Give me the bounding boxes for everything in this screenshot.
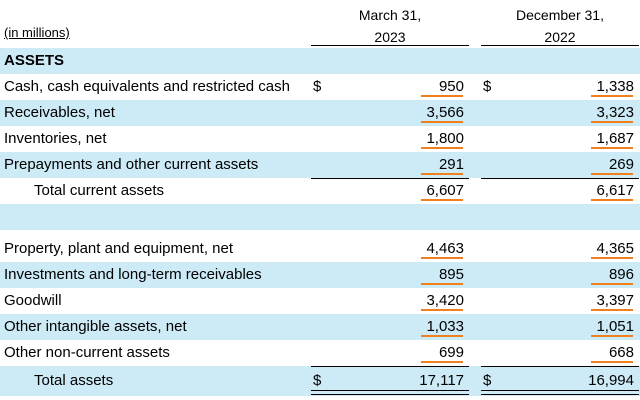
value-december-2022: 1,687 — [596, 130, 634, 147]
value-underline — [421, 283, 463, 285]
spacer-row — [0, 204, 640, 230]
row-label: Other intangible assets, net — [4, 318, 187, 335]
row-label: Property, plant and equipment, net — [4, 240, 234, 257]
column-header-line: 2022 — [544, 29, 576, 45]
section-title: ASSETS — [4, 52, 65, 69]
currency-symbol: $ — [483, 372, 492, 389]
currency-symbol: $ — [313, 78, 322, 95]
value-march-2023: 291 — [438, 156, 464, 173]
value-underline — [421, 173, 463, 175]
value-underline — [421, 147, 463, 149]
value-march-2023: 4,463 — [426, 240, 464, 257]
value-underline — [421, 309, 463, 311]
table-header: (in millions) March 31, 2023 December 31… — [0, 0, 640, 48]
row-label: Receivables, net — [4, 104, 115, 121]
row-label: Prepayments and other current assets — [4, 156, 259, 173]
table-row: Prepayments and other current assets 291… — [0, 152, 640, 178]
column-header-rule — [311, 45, 469, 46]
row-label: Total assets — [34, 372, 114, 389]
table-row: Other non-current assets 699 668 — [0, 340, 640, 366]
total-row: Total assets $ 17,117 $ 16,994 — [0, 366, 640, 396]
value-underline — [591, 199, 633, 201]
value-december-2022: 3,323 — [596, 104, 634, 121]
column-header-line: March 31, — [358, 7, 422, 23]
row-label: Inventories, net — [4, 130, 107, 147]
total-rule — [481, 366, 639, 367]
value-underline — [591, 257, 633, 259]
currency-symbol: $ — [483, 78, 492, 95]
double-underline — [481, 390, 639, 395]
row-label: Cash, cash equivalents and restricted ca… — [4, 78, 290, 95]
value-december-2022: 1,338 — [596, 78, 634, 95]
value-december-2022: 269 — [608, 156, 634, 173]
section-row: ASSETS — [0, 48, 640, 74]
value-underline — [421, 95, 463, 97]
table-row: Cash, cash equivalents and restricted ca… — [0, 74, 640, 100]
value-march-2023: 1,800 — [426, 130, 464, 147]
value-underline — [591, 361, 633, 363]
column-header-line: December 31, — [516, 7, 604, 23]
row-label: Goodwill — [4, 292, 62, 309]
table-row: Goodwill 3,420 3,397 — [0, 288, 640, 314]
column-header-december-2022: December 31, 2022 — [481, 4, 639, 48]
value-underline — [591, 95, 633, 97]
value-march-2023: 1,033 — [426, 318, 464, 335]
value-underline — [591, 147, 633, 149]
value-underline — [421, 361, 463, 363]
value-underline — [591, 309, 633, 311]
table-body: ASSETS Cash, cash equivalents and restri… — [0, 48, 640, 396]
double-underline — [311, 390, 469, 395]
subtotal-rule — [481, 178, 639, 179]
column-header-rule — [481, 45, 639, 46]
units-label: (in millions) — [4, 25, 70, 40]
value-march-2023: 6,607 — [426, 182, 464, 199]
column-header-march-2023: March 31, 2023 — [311, 4, 469, 48]
table-row: Other intangible assets, net 1,033 1,051 — [0, 314, 640, 340]
value-underline — [421, 121, 463, 123]
value-underline — [421, 199, 463, 201]
column-header-line: 2023 — [374, 29, 406, 45]
value-march-2023: 699 — [438, 344, 464, 361]
row-label: Other non-current assets — [4, 344, 170, 361]
subtotal-row: Total current assets 6,607 6,617 — [0, 178, 640, 204]
value-underline — [421, 335, 463, 337]
value-underline — [591, 335, 633, 337]
value-december-2022: 668 — [608, 344, 634, 361]
value-december-2022: 896 — [608, 266, 634, 283]
table-row: Receivables, net 3,566 3,323 — [0, 100, 640, 126]
value-december-2022: 16,994 — [588, 372, 634, 389]
value-march-2023: 17,117 — [419, 372, 464, 389]
value-december-2022: 6,617 — [596, 182, 634, 199]
value-march-2023: 3,566 — [426, 104, 464, 121]
table-row: Inventories, net 1,800 1,687 — [0, 126, 640, 152]
currency-symbol: $ — [313, 372, 322, 389]
value-underline — [591, 283, 633, 285]
value-december-2022: 1,051 — [596, 318, 634, 335]
table-row: Property, plant and equipment, net 4,463… — [0, 236, 640, 262]
value-march-2023: 950 — [438, 78, 464, 95]
row-label: Investments and long-term receivables — [4, 266, 262, 283]
value-march-2023: 895 — [438, 266, 464, 283]
value-december-2022: 4,365 — [596, 240, 634, 257]
value-underline — [421, 257, 463, 259]
value-underline — [591, 121, 633, 123]
table-row: Investments and long-term receivables 89… — [0, 262, 640, 288]
row-label: Total current assets — [34, 182, 165, 199]
subtotal-rule — [311, 178, 469, 179]
value-december-2022: 3,397 — [596, 292, 634, 309]
value-underline — [591, 173, 633, 175]
total-rule — [311, 366, 469, 367]
value-march-2023: 3,420 — [426, 292, 464, 309]
